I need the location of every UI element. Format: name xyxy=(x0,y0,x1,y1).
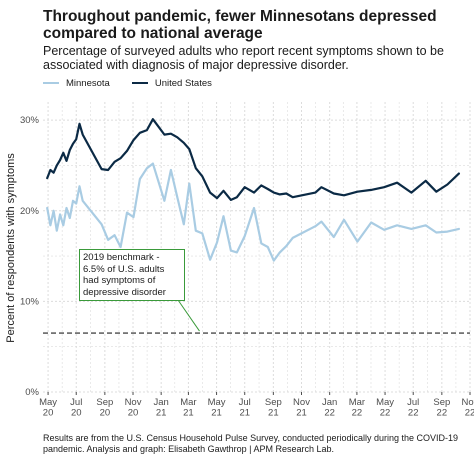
minnesota-line xyxy=(46,162,460,262)
x-tick-label: Mar 22 xyxy=(349,397,365,419)
x-tick-label: Nov 20 xyxy=(125,397,142,419)
x-tick-label: May 20 xyxy=(39,397,57,419)
chart-title: Throughout pandemic, fewer Minnesotans d… xyxy=(43,8,437,42)
chart-subtitle: Percentage of surveyed adults who report… xyxy=(43,44,444,72)
y-tick-label: 20% xyxy=(20,206,40,217)
legend: Minnesota United States xyxy=(43,76,234,90)
chart-caption: Results are from the U.S. Census Househo… xyxy=(43,433,459,454)
y-axis-label: Percent of respondents with symptoms xyxy=(5,153,17,343)
y-axis-ticks: 0% 10% 20% 30% xyxy=(20,115,40,398)
legend-swatch-united-states xyxy=(131,82,148,84)
legend-swatch-minnesota xyxy=(43,82,59,84)
benchmark-line xyxy=(43,299,470,334)
y-tick-label: 0% xyxy=(25,387,39,398)
united-states-line xyxy=(46,118,460,201)
legend-item-united-states: United States xyxy=(131,77,212,89)
x-tick-label: May 22 xyxy=(376,397,394,419)
annotation-leader-line xyxy=(177,299,200,332)
x-tick-label: Sep 22 xyxy=(433,397,450,419)
legend-label-united-states: United States xyxy=(154,77,212,89)
x-tick-label: Jul 21 xyxy=(239,397,251,419)
legend-item-minnesota: Minnesota xyxy=(43,78,110,89)
legend-label-minnesota: Minnesota xyxy=(66,77,110,89)
series-lines xyxy=(46,118,460,262)
y-tick-label: 10% xyxy=(20,296,40,307)
x-tick-label: Sep 20 xyxy=(96,397,113,419)
gridlines xyxy=(43,102,471,393)
x-tick-label: Jul 20 xyxy=(70,397,82,419)
x-tick-label: Nov 21 xyxy=(293,397,310,419)
x-tick-label: Jul 22 xyxy=(407,397,419,419)
x-tick-label: Jan 22 xyxy=(322,397,337,419)
x-axis-ticks: May 20 Jul 20 Sep 20 Nov 20 Jan 21 Mar 21 May 21 Jul 21… xyxy=(39,392,474,419)
x-tick-label: Nov22 xyxy=(462,397,474,419)
benchmark-annotation: 2019 benchmark - 6.5% of U.S. adults had… xyxy=(79,249,185,301)
x-tick-label: May 21 xyxy=(208,397,226,419)
x-tick-label: Mar 21 xyxy=(180,397,196,419)
y-tick-label: 30% xyxy=(20,115,40,126)
x-tick-label: Jan 21 xyxy=(154,397,169,419)
x-tick-label: Sep 21 xyxy=(265,397,282,419)
